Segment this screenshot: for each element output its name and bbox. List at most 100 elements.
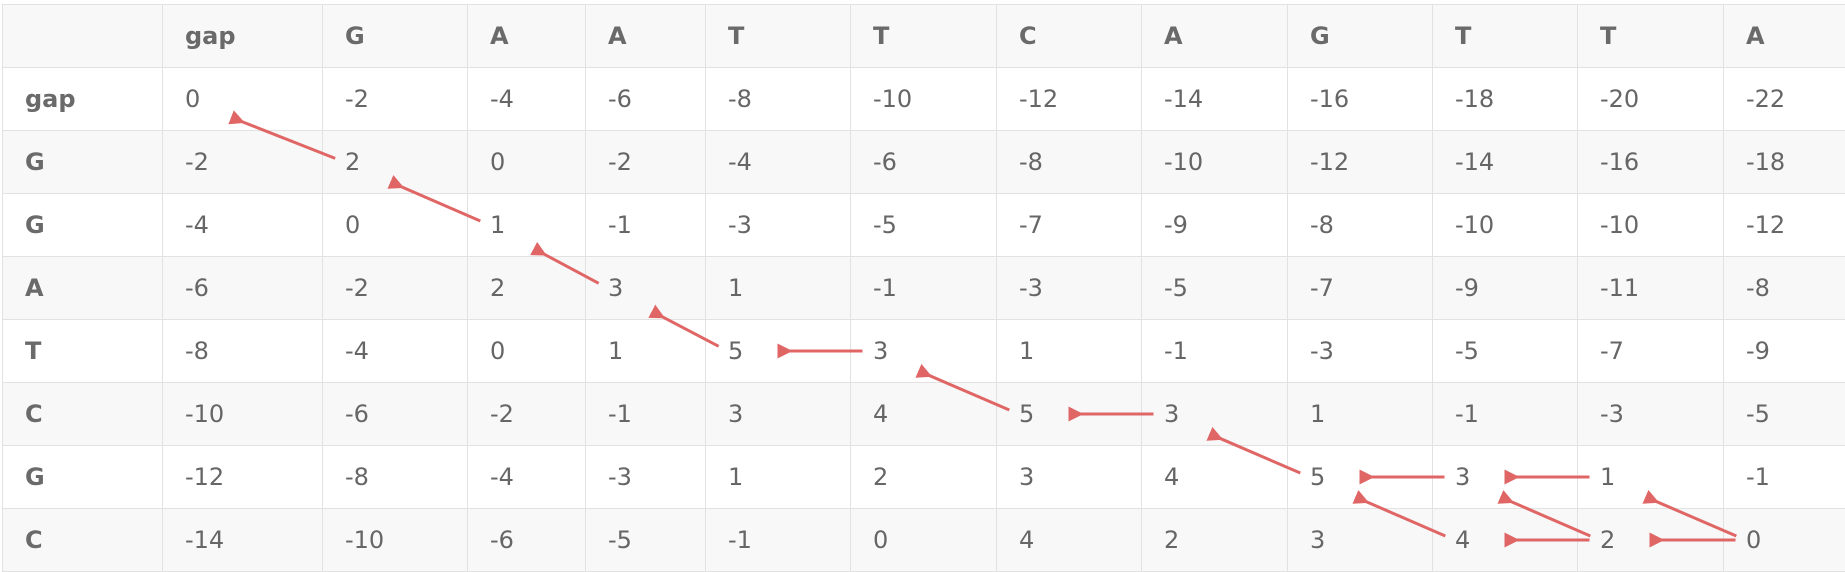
score-cell: 0 bbox=[1723, 508, 1845, 572]
score-cell: -18 bbox=[1432, 67, 1578, 131]
score-cell: 3 bbox=[585, 256, 706, 320]
score-cell: -1 bbox=[1141, 319, 1288, 383]
score-cell: -1 bbox=[1723, 445, 1845, 509]
score-cell: 4 bbox=[996, 508, 1142, 572]
column-header: T bbox=[1432, 4, 1578, 68]
score-cell: -6 bbox=[850, 130, 997, 194]
score-cell: 1 bbox=[705, 445, 851, 509]
score-cell: -10 bbox=[1432, 193, 1578, 257]
score-cell: -2 bbox=[322, 67, 468, 131]
corner-cell bbox=[2, 4, 163, 68]
score-cell: -2 bbox=[322, 256, 468, 320]
column-header: T bbox=[705, 4, 851, 68]
score-cell: -6 bbox=[467, 508, 586, 572]
score-cell: -8 bbox=[322, 445, 468, 509]
score-cell: -5 bbox=[1141, 256, 1288, 320]
score-cell: -4 bbox=[467, 67, 586, 131]
score-cell: -18 bbox=[1723, 130, 1845, 194]
score-cell: -1 bbox=[585, 382, 706, 446]
score-cell: -2 bbox=[585, 130, 706, 194]
score-cell: -16 bbox=[1287, 67, 1433, 131]
score-cell: -3 bbox=[705, 193, 851, 257]
score-cell: -6 bbox=[585, 67, 706, 131]
score-cell: 4 bbox=[850, 382, 997, 446]
score-cell: 1 bbox=[467, 193, 586, 257]
row-header: C bbox=[2, 508, 163, 572]
column-header: gap bbox=[162, 4, 323, 68]
row-header: C bbox=[2, 382, 163, 446]
score-cell: -4 bbox=[467, 445, 586, 509]
row-header: G bbox=[2, 445, 163, 509]
score-cell: -1 bbox=[585, 193, 706, 257]
score-cell: -22 bbox=[1723, 67, 1845, 131]
table-row: A -6 -2 2 3 1 -1 -3 -5 -7 -9 -11 -8 bbox=[2, 256, 1845, 320]
table-row: G -2 2 0 -2 -4 -6 -8 -10 -12 -14 -16 -18 bbox=[2, 130, 1845, 194]
score-cell: -5 bbox=[1723, 382, 1845, 446]
table-row: C -14 -10 -6 -5 -1 0 4 2 3 4 2 0 bbox=[2, 508, 1845, 572]
score-cell: -8 bbox=[996, 130, 1142, 194]
column-header: C bbox=[996, 4, 1142, 68]
score-cell: 4 bbox=[1141, 445, 1288, 509]
score-cell: -10 bbox=[1577, 193, 1724, 257]
score-cell: -12 bbox=[996, 67, 1142, 131]
score-cell: -8 bbox=[705, 67, 851, 131]
score-cell: 2 bbox=[467, 256, 586, 320]
score-cell: 3 bbox=[1287, 508, 1433, 572]
score-cell: 5 bbox=[996, 382, 1142, 446]
header-row: gap G A A T T C A G T T A bbox=[2, 4, 1845, 68]
row-header: gap bbox=[2, 67, 163, 131]
score-cell: 1 bbox=[705, 256, 851, 320]
score-cell: -4 bbox=[162, 193, 323, 257]
score-cell: 3 bbox=[1432, 445, 1578, 509]
score-cell: 4 bbox=[1432, 508, 1578, 572]
score-cell: -14 bbox=[162, 508, 323, 572]
score-cell: -8 bbox=[162, 319, 323, 383]
score-cell: -7 bbox=[1577, 319, 1724, 383]
column-header: T bbox=[850, 4, 997, 68]
score-cell: -12 bbox=[162, 445, 323, 509]
score-cell: -1 bbox=[850, 256, 997, 320]
score-cell: -2 bbox=[162, 130, 323, 194]
score-cell: -4 bbox=[705, 130, 851, 194]
score-cell: 2 bbox=[1577, 508, 1724, 572]
score-cell: -3 bbox=[1287, 319, 1433, 383]
column-header: A bbox=[1141, 4, 1288, 68]
score-cell: 0 bbox=[467, 319, 586, 383]
score-cell: -1 bbox=[705, 508, 851, 572]
score-cell: 2 bbox=[322, 130, 468, 194]
score-cell: -14 bbox=[1432, 130, 1578, 194]
score-cell: 1 bbox=[1287, 382, 1433, 446]
table-row: G -12 -8 -4 -3 1 2 3 4 5 3 1 -1 bbox=[2, 445, 1845, 509]
table-row: gap 0 -2 -4 -6 -8 -10 -12 -14 -16 -18 -20 -22 bbox=[2, 67, 1845, 131]
score-cell: -11 bbox=[1577, 256, 1724, 320]
score-cell: 2 bbox=[1141, 508, 1288, 572]
score-cell: 1 bbox=[996, 319, 1142, 383]
score-cell: -2 bbox=[467, 382, 586, 446]
score-cell: 0 bbox=[322, 193, 468, 257]
score-cell: -9 bbox=[1141, 193, 1288, 257]
table-row: G -4 0 1 -1 -3 -5 -7 -9 -8 -10 -10 -12 bbox=[2, 193, 1845, 257]
score-cell: 0 bbox=[162, 67, 323, 131]
score-cell: -5 bbox=[850, 193, 997, 257]
score-cell: -4 bbox=[322, 319, 468, 383]
table-row: C -10 -6 -2 -1 3 4 5 3 1 -1 -3 -5 bbox=[2, 382, 1845, 446]
score-cell: -8 bbox=[1723, 256, 1845, 320]
score-cell: -14 bbox=[1141, 67, 1288, 131]
score-cell: -9 bbox=[1432, 256, 1578, 320]
score-cell: 2 bbox=[850, 445, 997, 509]
score-cell: -10 bbox=[162, 382, 323, 446]
score-cell: 3 bbox=[996, 445, 1142, 509]
score-cell: -8 bbox=[1287, 193, 1433, 257]
score-cell: -10 bbox=[850, 67, 997, 131]
score-cell: -6 bbox=[322, 382, 468, 446]
score-cell: -5 bbox=[585, 508, 706, 572]
score-cell: 3 bbox=[705, 382, 851, 446]
score-cell: 5 bbox=[1287, 445, 1433, 509]
score-cell: -16 bbox=[1577, 130, 1724, 194]
score-cell: -3 bbox=[996, 256, 1142, 320]
row-header: A bbox=[2, 256, 163, 320]
column-header: A bbox=[585, 4, 706, 68]
score-cell: -5 bbox=[1432, 319, 1578, 383]
